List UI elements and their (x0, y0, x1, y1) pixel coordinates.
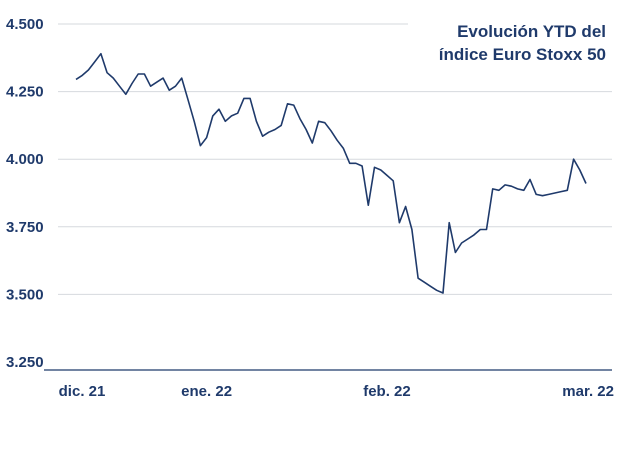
grid (58, 23, 612, 295)
y-tick-label: 4.250 (6, 84, 44, 101)
chart-title-line-2: índice Euro Stoxx 50 (439, 45, 606, 64)
series-line-euro-stoxx-50 (75, 52, 587, 294)
chart-title: Evolución YTD del índice Euro Stoxx 50 (439, 22, 606, 64)
x-tick-label: feb. 22 (363, 383, 411, 400)
x-tick-label: mar. 22 (562, 383, 614, 400)
y-tick-label: 3.750 (6, 219, 44, 236)
y-axis-ticks: 3.250 3.500 3.750 4.000 4.250 4.500 (6, 16, 44, 371)
y-tick-label: 4.000 (6, 151, 44, 168)
y-tick-label: 4.500 (6, 16, 44, 33)
x-axis-ticks: dic. 21 ene. 22 feb. 22 mar. 22 (59, 383, 614, 400)
x-tick-label: ene. 22 (181, 383, 232, 400)
y-tick-label: 3.250 (6, 354, 44, 371)
y-tick-label: 3.500 (6, 286, 44, 303)
x-tick-label: dic. 21 (59, 383, 106, 400)
chart-title-line-1: Evolución YTD del (457, 22, 606, 41)
